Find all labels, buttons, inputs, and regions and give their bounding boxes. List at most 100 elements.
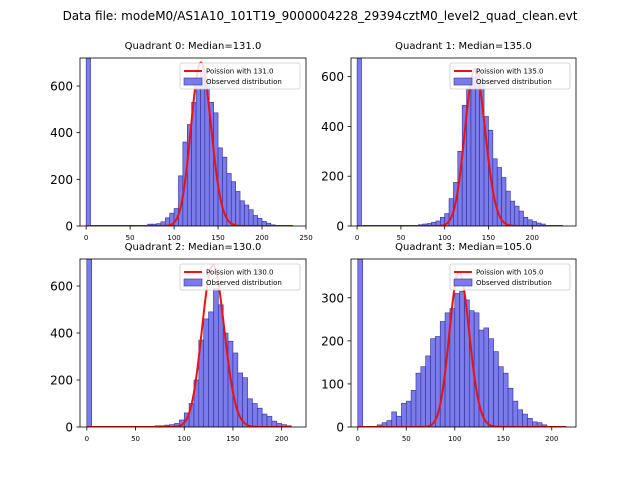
y-tick-label: 300 <box>321 291 344 305</box>
histogram-bar <box>501 177 507 226</box>
histogram-bar <box>405 400 412 427</box>
x-tick-label: 50 <box>396 234 405 242</box>
legend-entry-label: Observed distribution <box>206 78 282 86</box>
histogram-bar <box>256 407 263 427</box>
histogram-bar <box>85 58 91 226</box>
x-tick-label: 0 <box>355 234 359 242</box>
histogram-bar <box>488 338 494 427</box>
x-tick-label: 200 <box>275 435 288 443</box>
histogram-bar <box>493 351 499 427</box>
histogram-bar <box>527 418 533 427</box>
quadrant-3-panel: 0 50 100 150 200 0 100 200 300 Quadrant 3: Median… <box>321 242 577 443</box>
legend-entry-label: Poission with 135.0 <box>476 68 544 76</box>
x-tick-label: 100 <box>438 234 451 242</box>
histogram-bar <box>454 293 460 427</box>
histogram-bar <box>459 291 465 427</box>
legend-box <box>449 62 571 90</box>
quadrant-3-legend: Poission with 105.0 Observed distribution <box>449 263 571 291</box>
histogram-bar <box>252 403 258 427</box>
y-tick-label: 400 <box>50 327 73 341</box>
quadrant-2-axes-frame <box>79 258 307 428</box>
legend-box <box>179 62 301 90</box>
histogram-bar <box>218 304 224 427</box>
histogram-bar <box>523 216 529 226</box>
histogram-bar <box>512 400 519 427</box>
x-tick-label: 150 <box>482 234 495 242</box>
histogram-bar <box>244 204 250 226</box>
legend-entry-label: Poission with 131.0 <box>206 68 274 76</box>
legend-entry-label: Poission with 130.0 <box>206 269 274 277</box>
histogram-bar <box>401 403 407 427</box>
figure-suptitle: Data file: modeM0/AS1A10_101T19_90000042… <box>63 9 578 23</box>
histogram-bar <box>415 372 422 427</box>
y-tick-label: 600 <box>50 280 73 294</box>
histogram-bar <box>410 390 417 427</box>
x-tick-label: 0 <box>356 435 360 443</box>
histogram-bar <box>507 387 514 427</box>
x-tick-label: 50 <box>402 435 411 443</box>
quadrant-3-plot-area <box>357 259 567 427</box>
y-tick-label: 0 <box>65 220 73 234</box>
x-tick-label: 200 <box>255 234 268 242</box>
quadrant-1-title: Quadrant 1: Median=135.0 <box>395 41 532 52</box>
x-tick-label: 200 <box>526 234 539 242</box>
histogram-bar <box>203 318 209 427</box>
histogram-bar <box>425 355 431 427</box>
y-tick-label: 100 <box>321 377 344 391</box>
x-tick-label: 200 <box>545 435 558 443</box>
histogram-bar <box>356 58 362 226</box>
y-tick-label: 0 <box>336 220 344 234</box>
y-tick-label: 0 <box>336 421 344 435</box>
quadrant-3-title: Quadrant 3: Median=105.0 <box>395 242 532 253</box>
y-tick-label: 200 <box>321 170 344 184</box>
poisson-curve <box>357 68 563 226</box>
histogram-bar <box>357 259 363 427</box>
quadrant-0-plot-area <box>85 58 293 226</box>
x-tick-label: 150 <box>211 234 224 242</box>
x-tick-label: 150 <box>497 435 510 443</box>
histogram-bar <box>502 372 509 427</box>
histogram-bar <box>470 76 476 226</box>
quadrant-2-panel: 0 50 100 150 200 0 200 400 600 Quadrant 2: Median… <box>50 242 307 443</box>
y-tick-label: 200 <box>321 334 344 348</box>
legend-entry-label: Observed distribution <box>476 78 552 86</box>
x-tick-label: 100 <box>178 435 191 443</box>
x-tick-label: 100 <box>167 234 180 242</box>
quadrant-1-panel: 0 50 100 150 200 0 200 400 600 Quadrant 1: Median… <box>321 41 577 242</box>
histogram-bar <box>396 415 402 427</box>
histogram-bar <box>510 200 516 226</box>
quadrant-2-plot-area <box>86 259 292 427</box>
histogram-bar <box>261 413 268 427</box>
histogram-bar <box>505 190 511 226</box>
legend-patch-swatch <box>183 278 203 287</box>
histogram-bar <box>213 288 219 427</box>
x-tick-label: 150 <box>226 435 239 443</box>
legend-patch-swatch <box>183 77 203 86</box>
histogram-bar <box>200 71 206 226</box>
legend-patch-swatch <box>453 77 473 86</box>
x-tick-label: 50 <box>126 234 135 242</box>
legend-box <box>179 263 301 291</box>
histogram-bar <box>230 181 236 226</box>
histogram-bar <box>517 409 523 427</box>
y-tick-label: 600 <box>50 80 73 94</box>
histogram-bar <box>522 413 528 427</box>
quadrant-2-title: Quadrant 2: Median=130.0 <box>125 242 262 253</box>
histogram-bar <box>239 200 245 226</box>
quadrant-3-axes-frame <box>350 258 577 428</box>
histogram-bar <box>475 68 480 226</box>
histogram-bar <box>391 411 397 427</box>
quadrant-1-plot-area <box>356 58 563 226</box>
histogram-bar <box>518 210 524 226</box>
poisson-curve <box>86 61 293 226</box>
histogram-bar <box>195 78 201 226</box>
histogram-bar <box>235 191 241 226</box>
histogram-bar <box>257 218 263 226</box>
x-tick-label: 100 <box>448 435 461 443</box>
legend-patch-swatch <box>453 278 473 287</box>
legend-box <box>449 263 571 291</box>
quadrant-1-legend: Poission with 135.0 Observed distribution <box>449 62 571 90</box>
quadrant-0-title: Quadrant 0: Median=131.0 <box>125 41 262 52</box>
histogram-bar <box>247 398 253 427</box>
